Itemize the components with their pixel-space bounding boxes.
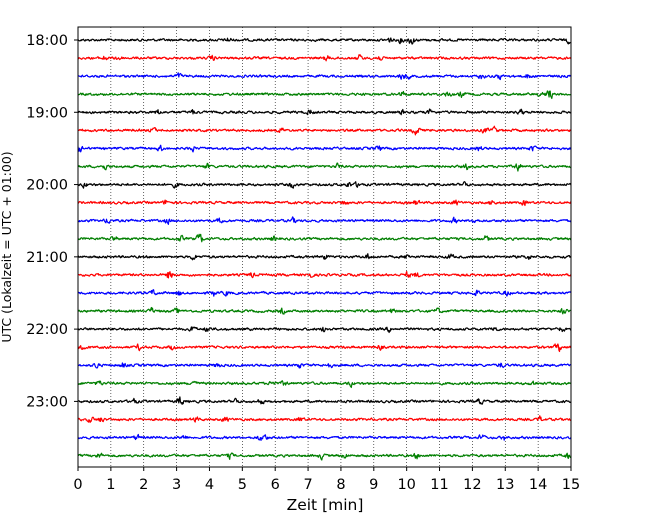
y-tick-label: 22:00 xyxy=(26,322,68,338)
y-axis-label: UTC (Lokalzeit = UTC + 01:00) xyxy=(0,151,14,342)
x-tick-label: 7 xyxy=(303,477,312,493)
seismic-trace xyxy=(77,362,572,369)
seismic-trace xyxy=(77,380,572,389)
seismic-trace xyxy=(77,144,572,153)
seismic-trace xyxy=(77,162,572,172)
y-axis-ticks: 18:00 19:00 20:00 21:00 22:00 23:00 xyxy=(26,33,78,410)
x-tick-label: 3 xyxy=(172,477,181,493)
trace-group xyxy=(77,37,572,461)
x-tick-label: 11 xyxy=(430,477,448,493)
seismic-trace xyxy=(77,270,572,279)
y-tick-label: 19:00 xyxy=(26,105,68,121)
x-tick-label: 6 xyxy=(271,477,280,493)
seismic-trace xyxy=(77,433,572,442)
seismic-trace xyxy=(77,181,572,189)
seismic-trace xyxy=(77,452,572,461)
y-tick-label: 23:00 xyxy=(26,394,68,410)
x-tick-label: 8 xyxy=(336,477,345,493)
seismic-trace xyxy=(77,396,572,405)
seismic-trace xyxy=(77,233,572,243)
seismic-trace xyxy=(77,306,572,315)
seismic-trace xyxy=(77,125,572,136)
x-tick-label: 5 xyxy=(238,477,247,493)
x-tick-label: 4 xyxy=(205,477,214,493)
x-axis-ticks: 0 1 2 3 4 5 6 7 8 9 10 11 12 13 14 15 xyxy=(73,467,580,493)
seismic-trace xyxy=(77,108,572,116)
seismic-trace xyxy=(77,72,572,81)
seismic-trace xyxy=(77,37,572,45)
x-tick-label: 15 xyxy=(562,477,580,493)
x-tick-label: 12 xyxy=(463,477,481,493)
seismic-trace xyxy=(77,415,572,424)
x-tick-label: 1 xyxy=(106,477,115,493)
x-tick-label: 14 xyxy=(529,477,547,493)
x-tick-label: 9 xyxy=(369,477,378,493)
seismic-trace xyxy=(77,253,572,261)
seismic-trace xyxy=(77,199,572,207)
y-tick-label: 21:00 xyxy=(26,250,68,266)
x-tick-label: 2 xyxy=(139,477,148,493)
y-tick-label: 18:00 xyxy=(26,33,68,49)
seismic-trace xyxy=(77,216,572,225)
seismic-trace xyxy=(77,326,572,334)
seismic-trace xyxy=(77,54,572,62)
y-tick-label: 20:00 xyxy=(26,178,68,194)
seismic-trace xyxy=(77,289,572,297)
plot-frame xyxy=(77,26,572,468)
seismic-trace xyxy=(77,90,572,100)
x-tick-label: 0 xyxy=(73,477,82,493)
seismic-trace xyxy=(77,343,572,353)
x-tick-label: 10 xyxy=(397,477,415,493)
vertical-gridlines xyxy=(110,27,539,467)
x-axis-label: Zeit [min] xyxy=(287,496,364,514)
x-tick-label: 13 xyxy=(496,477,514,493)
